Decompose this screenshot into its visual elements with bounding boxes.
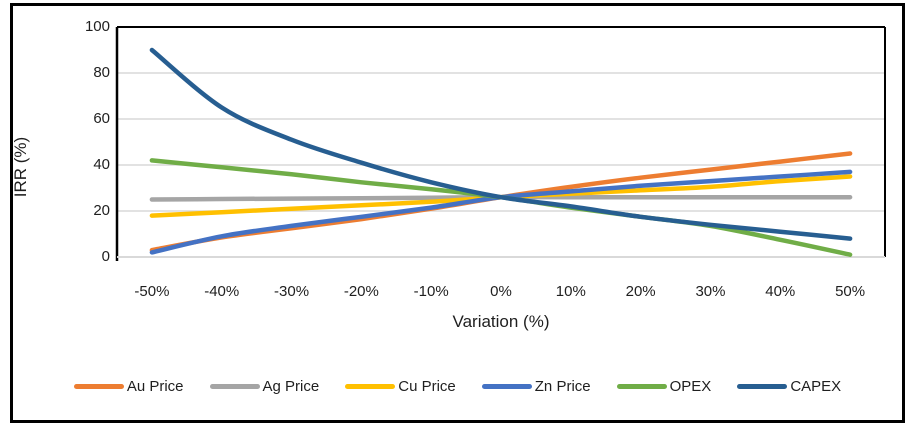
y-tick-label-40: 40 — [93, 156, 110, 173]
x-tick-label--40pct: -40% — [204, 283, 240, 300]
x-tick-label--30pct: -30% — [274, 283, 310, 300]
y-axis-title: IRR (%) — [11, 136, 30, 198]
legend-label: Cu Price — [398, 378, 456, 395]
series-line-au-price — [149, 151, 853, 253]
legend-swatch-icon — [73, 384, 124, 389]
legend-item-capex[interactable]: CAPEX — [737, 378, 841, 395]
series-line-opex — [149, 158, 853, 257]
x-axis-title: Variation (%) — [452, 312, 550, 331]
x-tick-label-30pct: 30% — [695, 283, 726, 300]
series-line-capex — [149, 47, 853, 241]
legend-label: Ag Price — [262, 378, 320, 395]
y-tick-label-0: 0 — [101, 248, 110, 265]
legend-label: CAPEX — [790, 378, 842, 395]
y-tick-label-100: 100 — [84, 18, 110, 35]
legend-swatch-icon — [345, 384, 396, 389]
x-tick-label-10pct: 10% — [555, 283, 586, 300]
x-tick-label-50pct: 50% — [835, 283, 866, 300]
legend-label: Zn Price — [534, 378, 591, 395]
x-tick-label-20pct: 20% — [625, 283, 656, 300]
x-tick-label--50pct: -50% — [134, 283, 170, 300]
x-tick-label-0pct: 0% — [490, 283, 512, 300]
legend-item-opex[interactable]: OPEX — [616, 378, 712, 395]
legend-swatch-icon — [616, 384, 667, 389]
x-tick-label--10pct: -10% — [413, 283, 449, 300]
legend-item-au-price[interactable]: Au Price — [73, 378, 184, 395]
legend-item-ag-price[interactable]: Ag Price — [209, 378, 320, 395]
legend-item-cu-price[interactable]: Cu Price — [345, 378, 456, 395]
chart-legend: Au Price Ag Price Cu Price Zn Price OPEX CAPE… — [14, 378, 901, 395]
legend-label: Au Price — [126, 378, 184, 395]
y-tick-label-60: 60 — [93, 110, 110, 127]
x-tick-label-40pct: 40% — [765, 283, 796, 300]
legend-swatch-icon — [209, 384, 260, 389]
x-tick-label--20pct: -20% — [343, 283, 379, 300]
y-tick-label-80: 80 — [93, 64, 110, 81]
legend-swatch-icon — [481, 384, 532, 389]
legend-swatch-icon — [737, 384, 788, 389]
legend-label: OPEX — [669, 378, 712, 395]
legend-item-zn-price[interactable]: Zn Price — [481, 378, 591, 395]
y-tick-label-20: 20 — [93, 202, 110, 219]
